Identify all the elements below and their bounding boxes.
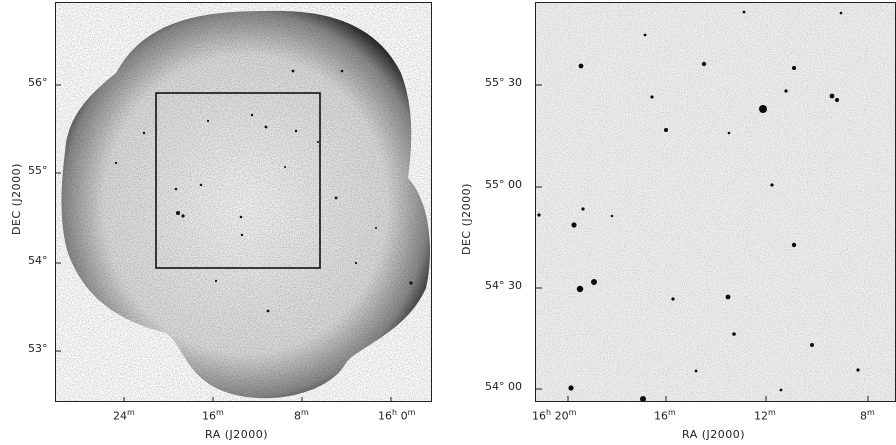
left-panel: 56° 55° 54° 53° 24m 16m 8m 16h 0m RA (J2…	[0, 0, 440, 445]
right-stars	[537, 10, 860, 401]
right-plot-frame	[535, 2, 896, 402]
left-y-axis-title: DEC (J2000)	[10, 163, 23, 235]
left-plot-frame	[55, 2, 432, 402]
left-x-axis-title: RA (J2000)	[205, 428, 269, 441]
right-panel: 55° 30 55° 00 54° 30 54° 00 16h 20m 16m …	[440, 0, 896, 445]
left-ytick-1: 56°	[28, 76, 48, 89]
right-xtick-3: 12m	[754, 408, 776, 423]
right-xtick-1: 16h 20m	[532, 408, 577, 423]
left-xtick-4: 16h 0m	[378, 408, 416, 423]
right-x-axis-title: RA (J2000)	[682, 428, 746, 441]
left-xtick-2: 16m	[202, 408, 224, 423]
left-xtick-3: 8m	[294, 408, 309, 423]
right-xtick-4: 8m	[860, 408, 875, 423]
right-ytick-3: 54° 30	[485, 279, 522, 292]
left-xtick-1: 24m	[113, 408, 135, 423]
right-ticks	[536, 84, 869, 401]
left-survey-image	[56, 10, 431, 401]
right-ytick-1: 55° 30	[485, 76, 522, 89]
left-stars	[114, 69, 413, 313]
right-xtick-2: 16m	[654, 408, 676, 423]
left-ytick-4: 53°	[28, 342, 48, 355]
left-ytick-2: 55°	[28, 164, 48, 177]
right-ytick-2: 55° 00	[485, 178, 522, 191]
zoom-region-box	[155, 92, 321, 269]
left-ytick-3: 54°	[28, 254, 48, 267]
right-zoom-image	[536, 3, 895, 401]
left-ticks	[56, 84, 392, 401]
right-ytick-4: 54° 00	[485, 380, 522, 393]
survey-footprint	[61, 10, 431, 399]
right-y-axis-title: DEC (J2000)	[460, 183, 473, 255]
